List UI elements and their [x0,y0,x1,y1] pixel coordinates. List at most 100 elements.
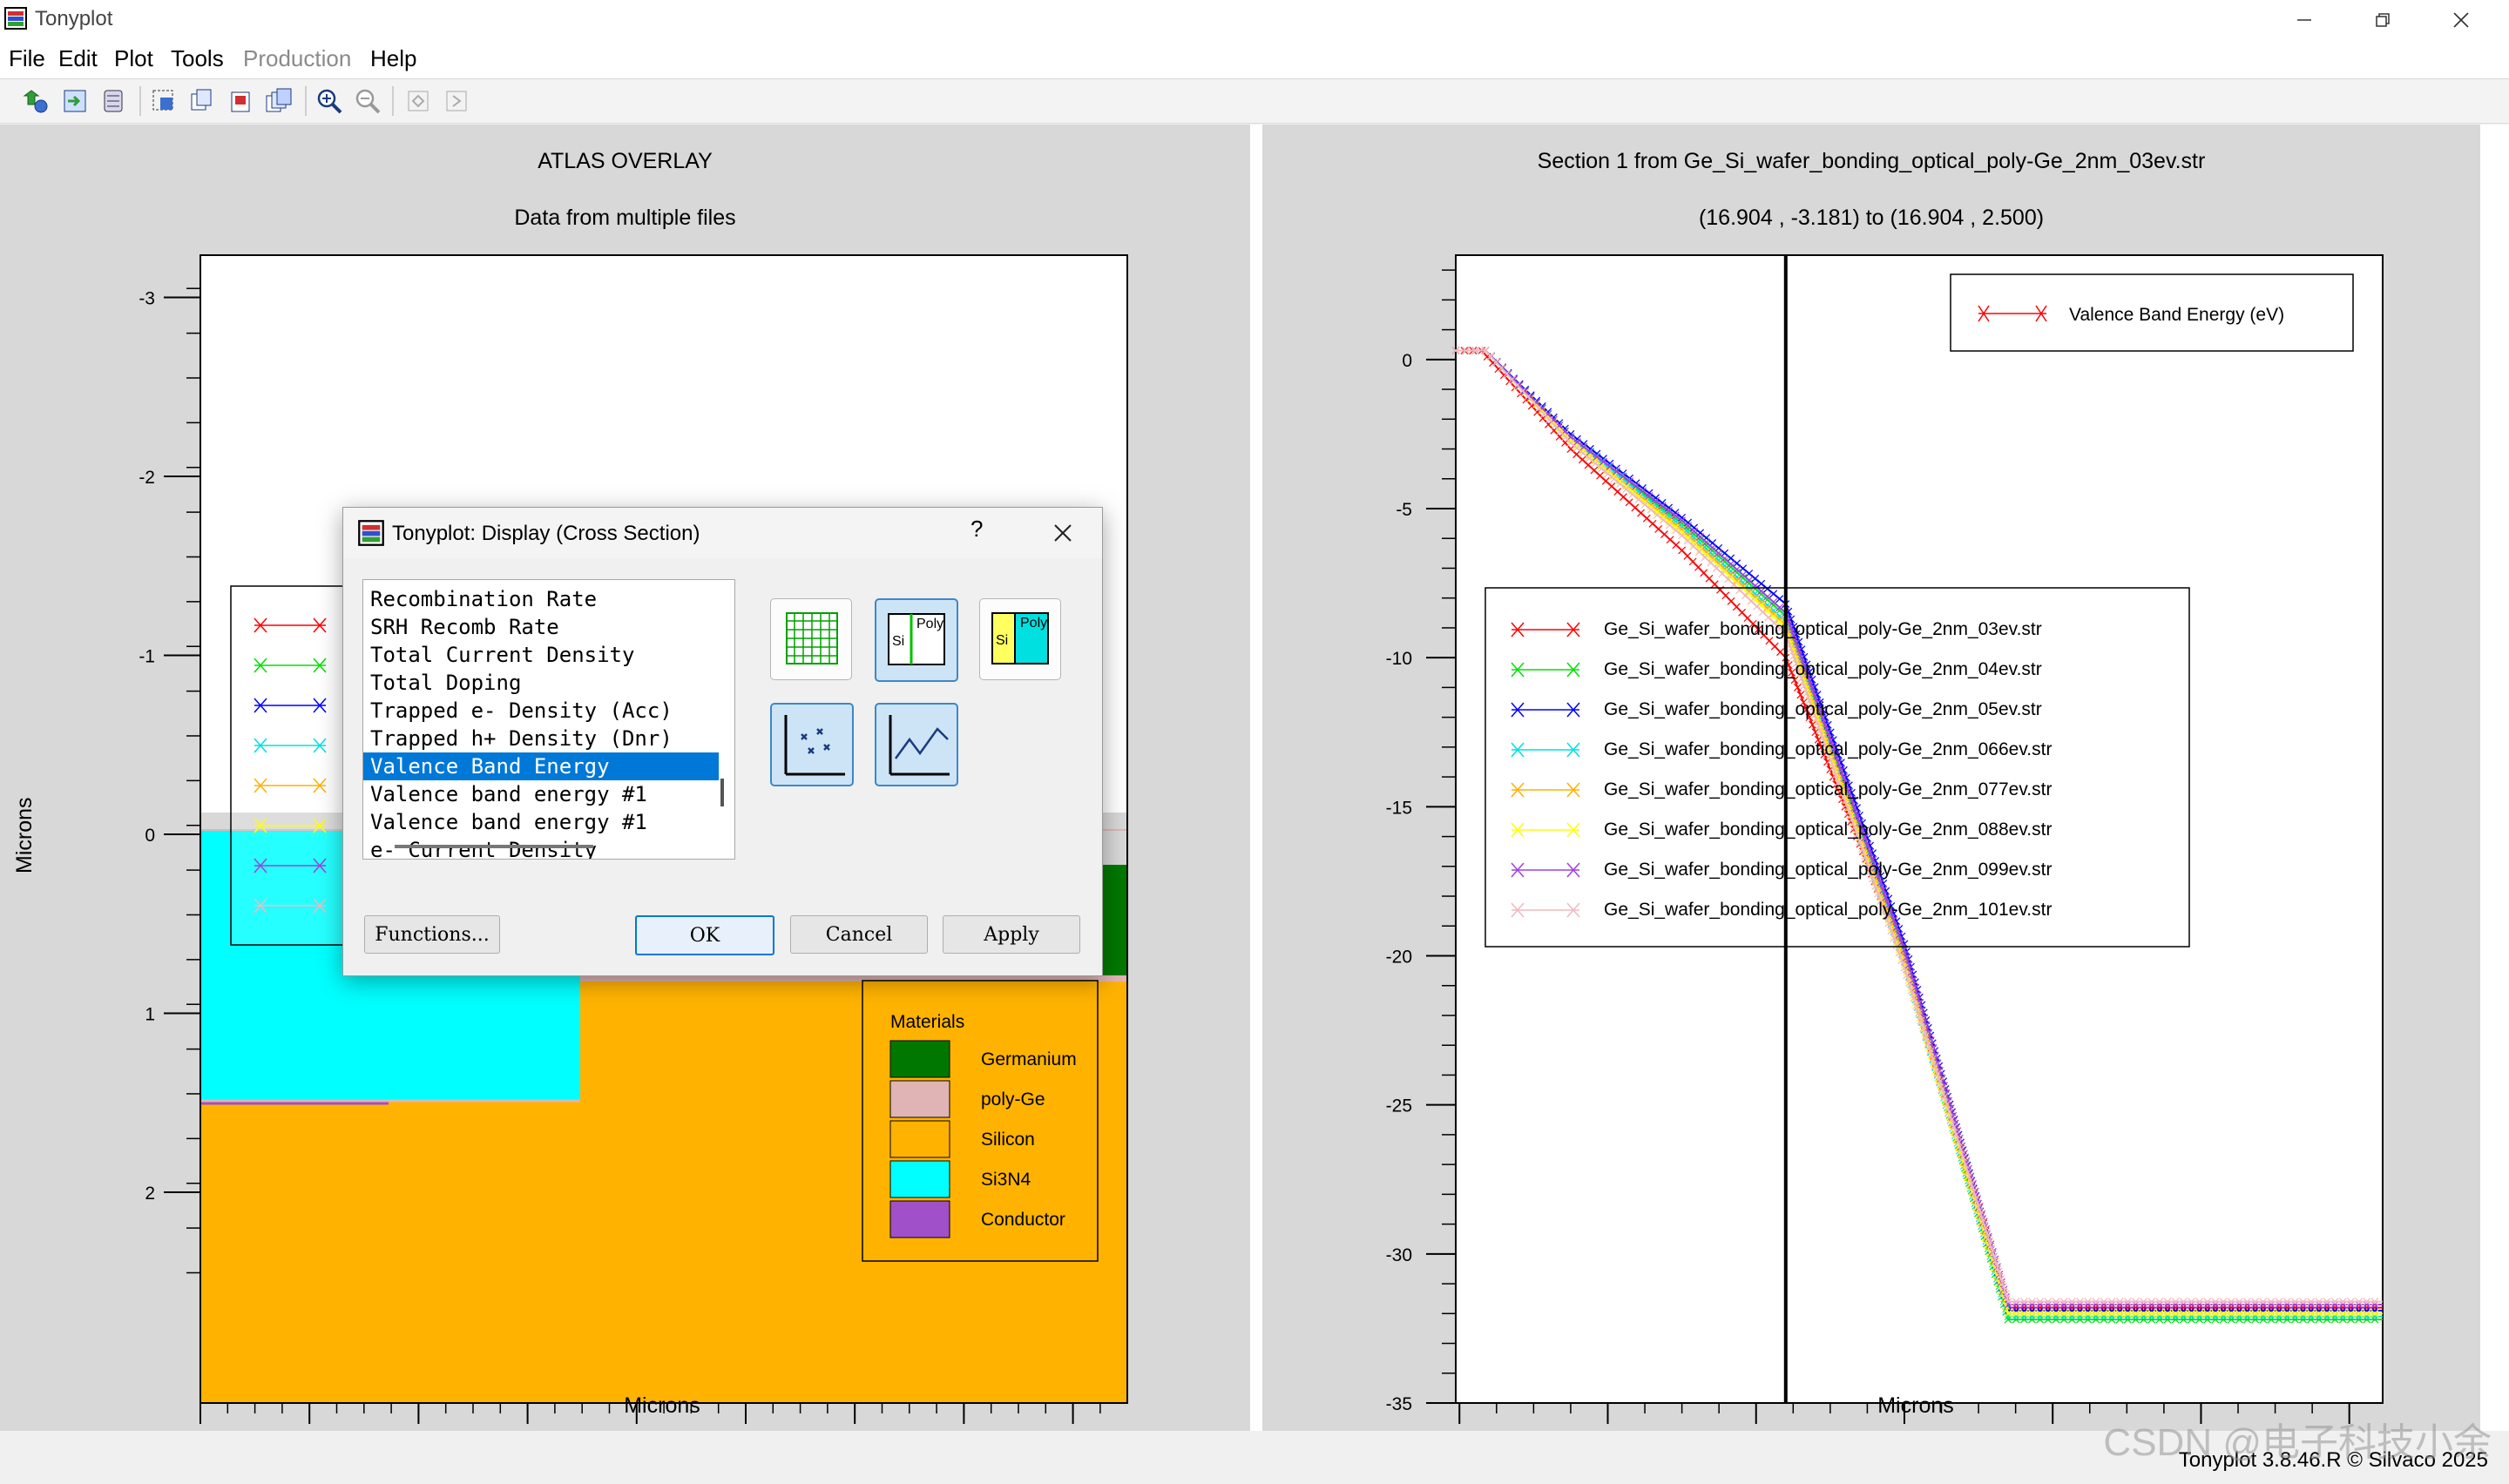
lines-toggle-button[interactable] [875,703,958,786]
dialog-title-bar[interactable]: Tonyplot: Display (Cross Section) ? [343,508,1102,558]
list-item[interactable]: Total Current Density [370,643,635,667]
series-mark [1903,953,1910,961]
undo-zoom-icon[interactable] [402,85,434,117]
listbox-horizontal-scrollbar[interactable] [395,845,593,848]
dialog-close-button[interactable] [1045,516,1081,550]
series-mark [2363,1298,2371,1306]
series-mark [1863,840,1872,849]
dialog-help-button[interactable]: ? [970,516,984,542]
materials-swatches [889,1040,950,1238]
series-mark [1696,539,1705,548]
y-tick-label: -30 [1386,1245,1412,1265]
series-mark [1903,971,1911,980]
series-mark [1814,735,1823,744]
series-mark [2355,1298,2363,1306]
cancel-button[interactable]: Cancel [790,915,928,954]
mesh-toggle-button[interactable] [770,598,852,680]
list-item[interactable]: Trapped h+ Density (Dnr) [370,726,673,751]
y-tick-label: -2 [139,468,155,488]
import-icon[interactable] [59,85,91,117]
series-mark [1769,590,1778,598]
ok-button[interactable]: OK [635,915,774,955]
series-mark [2275,1309,2283,1318]
display-dialog[interactable]: Tonyplot: Display (Cross Section) ? Reco… [342,507,1103,976]
series-mark [2020,1309,2028,1318]
list-item[interactable]: Total Doping [370,671,522,695]
overlay-icon[interactable] [263,85,294,117]
overlay-legend-mark [254,818,327,833]
series-mark [2059,1309,2068,1318]
series-mark [1566,439,1575,448]
panel-divider[interactable] [1250,125,1262,1431]
series-mark [1671,511,1680,520]
line-chart[interactable]: 0 -5 -10 -15 -20 -25 -30 -35 3.23.644.44.85.25.… [1262,125,2480,1431]
series-mark [2363,1309,2371,1318]
menu-file[interactable]: File [9,45,45,71]
overlay-legend-mark [254,898,327,914]
list-item[interactable]: SRH Recomb Rate [370,615,559,639]
print-icon[interactable] [98,85,129,117]
series-mark [1573,438,1581,446]
minimize-button[interactable] [2265,0,2343,40]
restore-button[interactable] [2343,0,2422,40]
series-mark [1684,530,1693,539]
series-mark [2338,1309,2347,1318]
series-mark [1945,1108,1953,1116]
series-mark [1904,979,1913,988]
series-mark [1994,1267,2003,1276]
zoom-in-icon[interactable] [314,85,345,117]
tonyplot-app-icon [358,520,384,546]
series-mark [2163,1309,2172,1318]
y-tick-label: -1 [139,647,155,667]
series-mark [2115,1298,2124,1306]
series-mark [2002,1290,2010,1298]
toolbar-separator [392,86,394,116]
list-item-selected[interactable]: Valence Band Energy [363,752,719,780]
menu-tools[interactable]: Tools [171,45,224,71]
list-item[interactable]: Recombination Rate [370,587,598,611]
series-mark [1647,505,1655,514]
list-item[interactable]: Valence band energy #1 [370,782,647,806]
list-item[interactable]: e- Current Density [370,838,598,860]
apply-button[interactable]: Apply [943,915,1080,954]
series-mark [1811,728,1820,737]
series-mark [1653,510,1661,519]
listbox-vertical-scrollbar[interactable] [720,779,724,806]
menu-plot[interactable]: Plot [114,45,153,71]
paste-plot-icon[interactable] [225,85,256,117]
line-chart-plot-area [1455,254,2384,1404]
overlay-legend-mark [254,658,327,673]
regions-toggle-button[interactable]: Si Poly [979,598,1061,680]
series-mark [1789,651,1798,660]
menu-production[interactable]: Production [243,45,352,71]
menu-edit[interactable]: Edit [58,45,98,71]
close-window-button[interactable] [2422,0,2500,40]
series-mark [1599,457,1607,466]
watermark: CSDN @电子科技小余 [2103,1421,2492,1464]
series-mark [1666,516,1674,523]
series-mark [1672,526,1680,535]
quantity-listbox[interactable]: Recombination Rate SRH Recomb Rate Total… [362,579,735,860]
menu-help[interactable]: Help [370,45,417,71]
edges-toggle-button[interactable]: Si Poly [875,598,958,682]
series-mark [2059,1298,2068,1306]
functions-button[interactable]: Functions... [364,915,500,954]
redo-zoom-icon[interactable] [441,85,472,117]
list-item[interactable]: Valence band energy #1 [370,810,647,834]
line-plot-icon [889,715,950,776]
series-mark [1721,562,1729,570]
series-mark [1775,595,1784,604]
marks-toggle-button[interactable] [770,703,854,786]
legend-mark [1511,822,1580,838]
select-region-icon[interactable] [148,85,179,117]
right-plot-panel[interactable]: Section 1 from Ge_Si_wafer_bonding_optic… [1262,125,2480,1431]
series-mark [2084,1298,2093,1306]
series-mark [1666,521,1674,530]
list-item[interactable]: Trapped e- Density (Acc) [370,698,673,723]
series-mark [1844,788,1853,797]
series-mark [1471,347,1480,354]
open-file-icon[interactable] [19,85,51,117]
copy-plot-icon[interactable] [186,85,218,117]
zoom-out-icon[interactable] [352,85,383,117]
y-tick-label: -3 [139,289,155,309]
